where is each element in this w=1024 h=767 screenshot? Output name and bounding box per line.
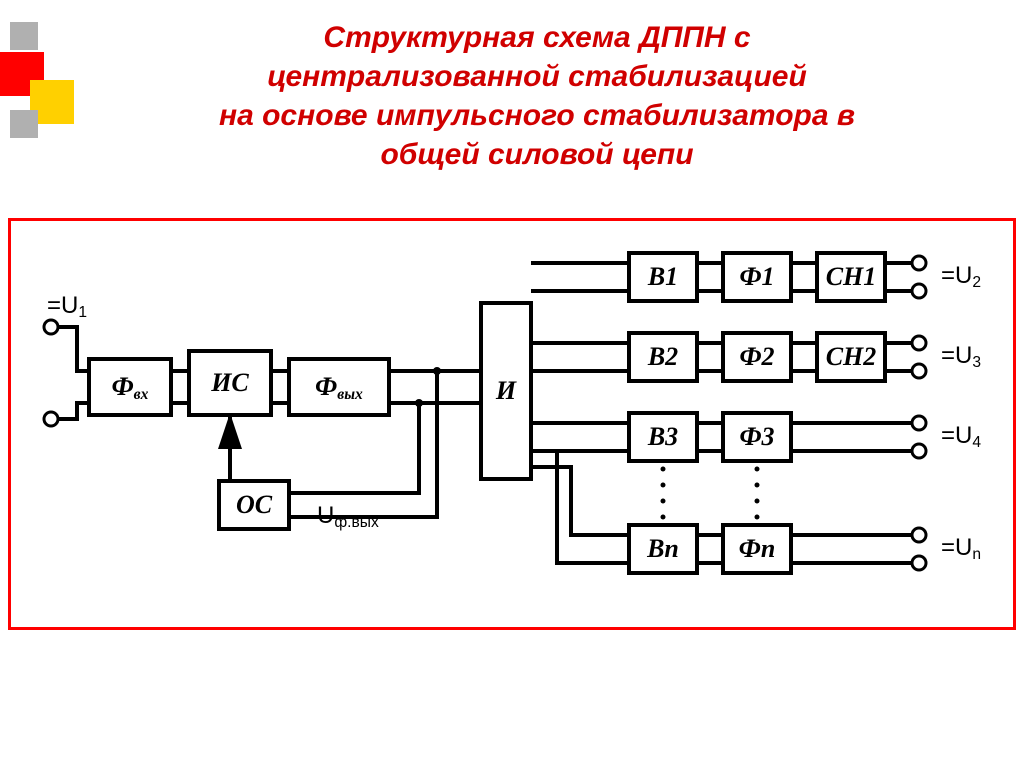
block-label-b3: В3 <box>647 422 678 451</box>
block-label-cn1: СН1 <box>826 262 877 291</box>
block-label-f3: Ф3 <box>739 422 774 451</box>
ellipsis-dot <box>661 499 666 504</box>
title-line-3: на основе импульсного стабилизатора в <box>90 96 984 135</box>
title-line-4: общей силовой цепи <box>90 135 984 174</box>
terminal-u4_top <box>912 416 926 430</box>
terminal-u2_top <box>912 256 926 270</box>
ellipsis-dot <box>755 515 760 520</box>
block-label-b2: В2 <box>647 342 678 371</box>
label-un: =Un <box>941 534 981 563</box>
ellipsis-dot <box>755 467 760 472</box>
terminal-u3_top <box>912 336 926 350</box>
block-label-bn: Вn <box>646 534 679 563</box>
diagram-frame: ФвхИСФвыхИОСВ1Ф1СН1В2Ф2СН2В3Ф3ВnФn=U1=U2… <box>8 218 1016 630</box>
block-label-cn2: СН2 <box>826 342 877 371</box>
block-label-f2: Ф2 <box>739 342 774 371</box>
terminal-u4_bot <box>912 444 926 458</box>
label-u1: =U1 <box>47 292 87 321</box>
terminal-u3_bot <box>912 364 926 378</box>
ellipsis-dot <box>661 515 666 520</box>
title-line-1: Структурная схема ДППН с <box>90 18 984 57</box>
terminal-un_bot <box>912 556 926 570</box>
ellipsis-dot <box>661 467 666 472</box>
block-label-oc: ОС <box>236 490 273 519</box>
terminal-u2_bot <box>912 284 926 298</box>
title-line-2: централизованной стабилизацией <box>90 57 984 96</box>
label-ufvyh: Uф.вых <box>317 502 379 531</box>
slide-title: Структурная схема ДППН с централизованно… <box>0 0 1024 174</box>
ellipsis-dot <box>755 499 760 504</box>
label-u4: =U4 <box>941 422 981 451</box>
terminal-in_top <box>44 320 58 334</box>
deco-square-1 <box>10 22 38 50</box>
label-u3: =U3 <box>941 342 981 371</box>
block-label-is: ИС <box>210 368 249 397</box>
ellipsis-dot <box>755 483 760 488</box>
block-label-i: И <box>495 376 517 405</box>
block-label-b1: В1 <box>647 262 678 291</box>
ellipsis-dot <box>661 483 666 488</box>
label-u2: =U2 <box>941 262 981 291</box>
block-label-fn: Фn <box>739 534 776 563</box>
terminal-in_bot <box>44 412 58 426</box>
block-label-f1: Ф1 <box>739 262 774 291</box>
deco-square-4 <box>10 110 38 138</box>
block-diagram: ФвхИСФвыхИОСВ1Ф1СН1В2Ф2СН2В3Ф3ВnФn=U1=U2… <box>11 221 1019 633</box>
terminal-un_top <box>912 528 926 542</box>
